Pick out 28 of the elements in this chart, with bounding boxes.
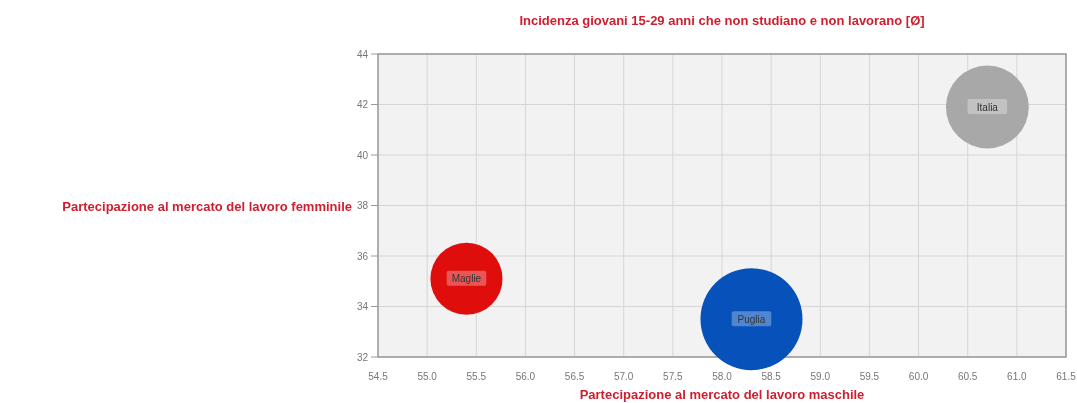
x-tick-label: 55.5 (466, 371, 487, 382)
x-tick-label: 59.0 (810, 371, 831, 382)
series-label: Puglia (737, 313, 766, 325)
x-tick-label: 56.5 (564, 371, 585, 382)
x-tick-label: 60.0 (908, 371, 929, 382)
y-tick-label: 42 (356, 99, 369, 110)
y-tick-label: 38 (356, 200, 369, 211)
x-tick-label: 59.5 (859, 371, 880, 382)
y-tick-label: 36 (356, 250, 369, 262)
x-axis-title: Partecipazione al mercato del lavoro maschile (579, 387, 865, 402)
y-tick-label: 40 (356, 149, 369, 161)
chart-title: Incidenza giovani 15-29 anni che non studiano e non lavorano [Ø] (519, 13, 925, 28)
y-tick-label: 32 (356, 351, 369, 363)
x-tick-label: 57.5 (663, 371, 684, 382)
y-axis-title: Partecipazione al mercato del lavoro femminile (62, 198, 352, 214)
x-tick-label: 58.0 (712, 371, 733, 382)
x-tick-label: 56.0 (515, 371, 536, 382)
y-tick-label: 34 (356, 301, 369, 312)
x-tick-label: 57.0 (613, 371, 634, 382)
x-tick-label: 58.5 (761, 371, 782, 382)
x-tick-label: 61.5 (1056, 371, 1077, 382)
series-label: Maglie (451, 273, 482, 285)
x-tick-label: 60.5 (957, 371, 978, 382)
series-label: Italia (976, 101, 999, 113)
x-tick-label: 61.0 (1007, 371, 1028, 382)
y-tick-label: 44 (356, 48, 369, 60)
x-tick-label: 55.0 (417, 371, 438, 382)
x-tick-label: 54.5 (368, 371, 389, 382)
